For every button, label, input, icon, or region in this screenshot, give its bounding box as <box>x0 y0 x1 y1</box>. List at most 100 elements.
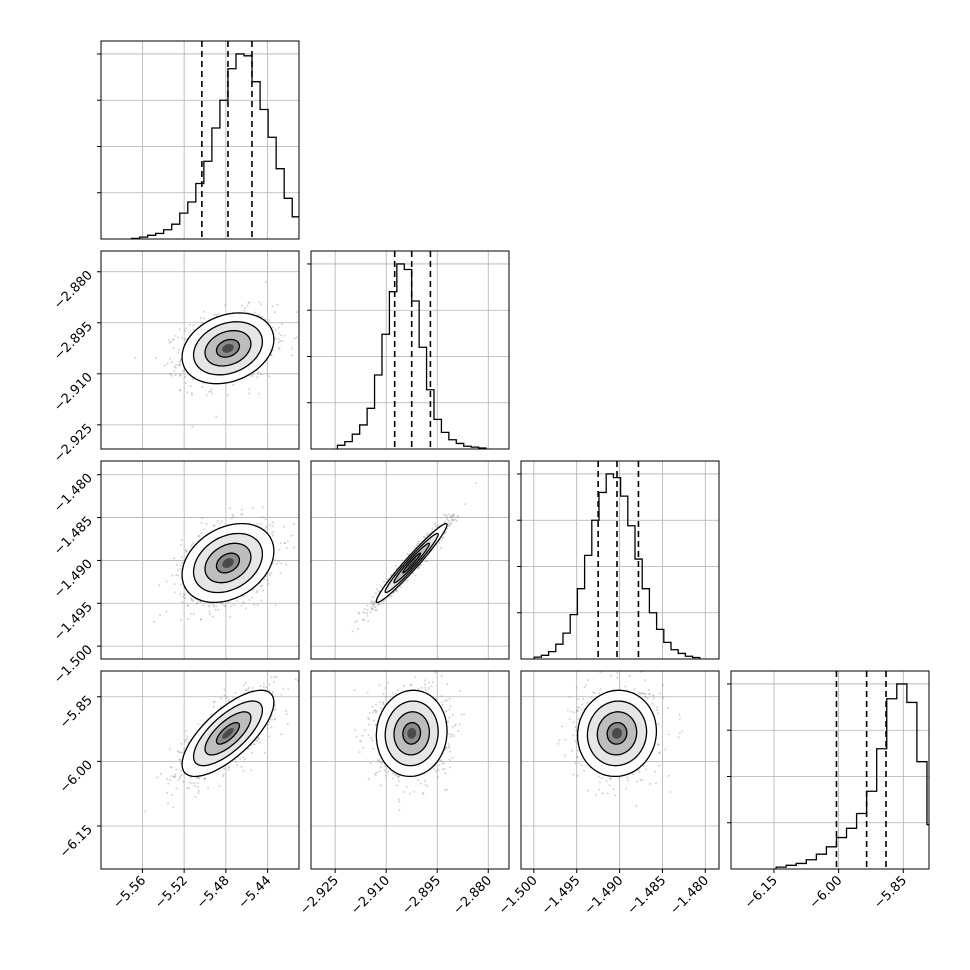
scatter-point <box>435 770 438 773</box>
scatter-point <box>457 729 460 732</box>
scatter-point <box>395 784 398 787</box>
scatter-point <box>382 701 385 704</box>
scatter-point <box>295 336 298 339</box>
scatter-point <box>624 685 627 688</box>
scatter-point <box>185 550 188 553</box>
scatter-point <box>187 604 190 607</box>
x-tick-label: −2.880 <box>450 873 495 918</box>
scatter-point <box>445 746 448 749</box>
scatter-point <box>423 660 425 662</box>
scatter-point <box>176 574 179 577</box>
contour-line <box>606 721 628 745</box>
scatter-point <box>375 608 378 611</box>
scatter-point <box>159 772 162 775</box>
scatter-point <box>207 604 210 607</box>
scatter-point <box>173 557 176 560</box>
contour-line <box>215 721 241 745</box>
scatter-point <box>280 562 283 565</box>
scatter-point <box>353 689 356 692</box>
scatter-point <box>444 699 447 702</box>
scatter-point <box>372 595 375 598</box>
panel-contents <box>353 660 466 812</box>
scatter-point <box>252 588 255 591</box>
scatter-point <box>209 390 212 393</box>
scatter-point <box>163 364 166 367</box>
scatter-point <box>272 681 275 684</box>
scatter-point <box>449 705 452 708</box>
scatter-point <box>642 764 645 767</box>
scatter-point <box>576 756 579 759</box>
scatter-point <box>257 737 260 740</box>
scatter-point <box>270 718 273 721</box>
scatter-point <box>285 563 288 566</box>
scatter-point <box>608 652 610 654</box>
scatter-point <box>586 701 589 704</box>
scatter-point <box>648 693 651 696</box>
scatter-point <box>181 595 184 598</box>
scatter-point <box>394 774 397 777</box>
scatter-point <box>268 523 271 526</box>
scatter-point <box>447 746 450 749</box>
scatter-point <box>357 628 360 631</box>
scatter-point <box>279 572 282 575</box>
scatter-point <box>178 758 181 761</box>
scatter-point <box>171 793 174 796</box>
scatter-point <box>271 326 274 329</box>
scatter-point <box>169 372 172 375</box>
scatter-point <box>657 743 660 746</box>
scatter-point <box>413 546 416 549</box>
y-tick-label: −1.480 <box>51 471 96 516</box>
scatter-point <box>397 779 400 782</box>
scatter-point <box>286 540 289 543</box>
scatter-point <box>222 773 225 776</box>
scatter-point <box>184 548 187 551</box>
x-tick-label: −1.500 <box>496 873 541 918</box>
scatter-panel-2-1 <box>310 460 510 660</box>
scatter-point <box>177 778 180 781</box>
scatter-point <box>448 521 451 524</box>
scatter-point <box>240 508 243 511</box>
scatter-point <box>273 709 276 712</box>
y-tick-label: −2.910 <box>51 370 96 415</box>
scatter-point <box>593 692 596 695</box>
scatter-point <box>406 579 409 582</box>
scatter-point <box>415 544 418 547</box>
scatter-point <box>574 740 577 743</box>
scatter-point <box>645 768 648 771</box>
scatter-point <box>217 608 220 611</box>
panel-frame <box>310 250 510 450</box>
scatter-point <box>176 336 179 339</box>
scatter-point <box>616 672 619 675</box>
scatter-point <box>561 725 564 728</box>
scatter-point <box>174 364 177 367</box>
scatter-point <box>220 520 223 523</box>
scatter-point <box>396 590 399 593</box>
scatter-point <box>375 703 378 706</box>
scatter-point <box>173 775 176 778</box>
scatter-point <box>271 525 274 528</box>
scatter-point <box>247 747 250 750</box>
scatter-point <box>168 341 171 344</box>
contour-line <box>204 329 252 367</box>
scatter-point <box>442 762 445 765</box>
scatter-point <box>408 792 411 795</box>
scatter-point <box>300 535 302 537</box>
scatter-point <box>268 735 271 738</box>
scatter-point <box>200 321 203 324</box>
scatter-point <box>354 729 357 732</box>
scatter-point <box>574 726 577 729</box>
scatter-point <box>227 601 230 604</box>
scatter-point <box>231 513 234 516</box>
scatter-point <box>220 697 223 700</box>
scatter-point <box>391 692 394 695</box>
scatter-point <box>444 772 447 775</box>
scatter-point <box>293 337 296 340</box>
scatter-point <box>257 314 260 317</box>
scatter-point <box>442 536 445 539</box>
scatter-point <box>572 734 575 737</box>
scatter-point <box>180 751 183 754</box>
scatter-point <box>447 523 450 526</box>
scatter-point <box>442 513 445 516</box>
scatter-point <box>446 517 449 520</box>
scatter-point <box>200 517 203 520</box>
